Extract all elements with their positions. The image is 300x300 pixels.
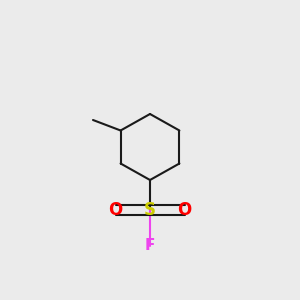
Text: F: F (145, 238, 155, 253)
Text: O: O (108, 201, 123, 219)
Text: S: S (144, 201, 156, 219)
Text: O: O (177, 201, 192, 219)
